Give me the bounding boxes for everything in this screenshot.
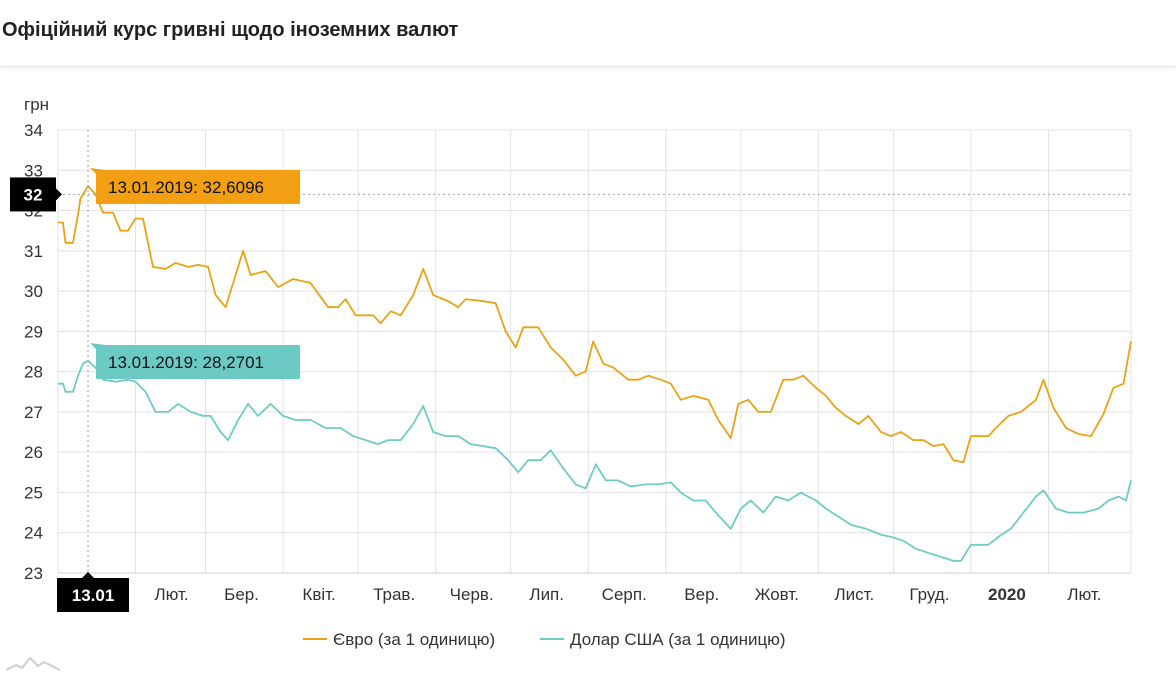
x-tick-label: Лют. [1067,585,1101,604]
y-tick-label: 24 [24,524,43,543]
page-title: Офіційний курс гривні щодо іноземних вал… [2,19,459,41]
mountain-logo-icon [5,656,61,677]
usd-tooltip-text: 13.01.2019: 28,2701 [108,353,264,372]
y-tick-label: 31 [24,242,43,261]
euro-tooltip-text: 13.01.2019: 32,6096 [108,178,264,197]
x-tick-label: Лист. [834,585,874,604]
y-axis-unit-label: грн [24,95,49,114]
x-tick-label: Серп. [602,585,647,604]
crosshair-x-label-box [57,578,130,612]
crosshair-x-label-arrow [82,572,95,578]
legend[interactable]: Євро (за 1 одиницю) Долар США (за 1 одини… [303,630,786,649]
series-lines[interactable] [58,185,1132,562]
legend-label: Євро (за 1 одиницю) [333,630,495,649]
crosshair-y-label-box [10,177,56,212]
y-tick-label: 28 [24,363,43,382]
euro-tooltip-box [96,170,300,204]
euro-tooltip-pointer [90,168,106,174]
x-axis-ticks: Лют. Бер. Квіт. Трав. Черв. Лип. Серп. Вер. Жовт… [154,585,1101,604]
y-tick-label: 25 [24,483,43,502]
x-tick-label: Квіт. [302,585,335,604]
x-tick-label: Трав. [373,585,415,604]
usd-tooltip-box [96,345,300,379]
y-tick-label: 33 [24,161,43,180]
euro-series-line[interactable] [58,185,1132,464]
header-bar: Офіційний курс гривні щодо іноземних вал… [0,0,1176,67]
crosshair-x-label: 13.01 [72,586,115,605]
y-tick-label: 26 [24,443,43,462]
y-tick-label: 29 [24,322,43,341]
tooltips: 13.01.2019: 32,6096 13.01.2019: 28,2701 [90,168,300,379]
crosshair: 32 13.01 [10,130,1131,612]
crosshair-y-label-arrow [56,188,62,201]
usd-tooltip-pointer [90,343,106,349]
legend-item[interactable]: Євро (за 1 одиницю) [303,630,495,649]
legend-label: Долар США (за 1 одиницю) [570,630,786,649]
y-tick-label: 30 [24,282,43,301]
y-tick-label: 34 [24,121,43,140]
x-tick-label: Лип. [529,585,564,604]
x-tick-label: Бер. [224,585,259,604]
y-tick-label: 27 [24,403,43,422]
x-tick-label: 2020 [988,585,1026,604]
usd-series-line[interactable] [58,359,1132,562]
x-tick-label: Вер. [684,585,719,604]
x-tick-label: Груд. [909,585,949,604]
legend-item[interactable]: Долар США (за 1 одиницю) [540,630,786,649]
x-tick-label: Черв. [450,585,494,604]
crosshair-y-label: 32 [24,185,43,204]
x-tick-label: Лют. [154,585,188,604]
x-tick-label: Жовт. [755,585,799,604]
y-tick-label: 23 [24,564,43,583]
y-axis-ticks: 23 24 25 26 27 28 29 30 31 32 33 34 [24,121,43,583]
